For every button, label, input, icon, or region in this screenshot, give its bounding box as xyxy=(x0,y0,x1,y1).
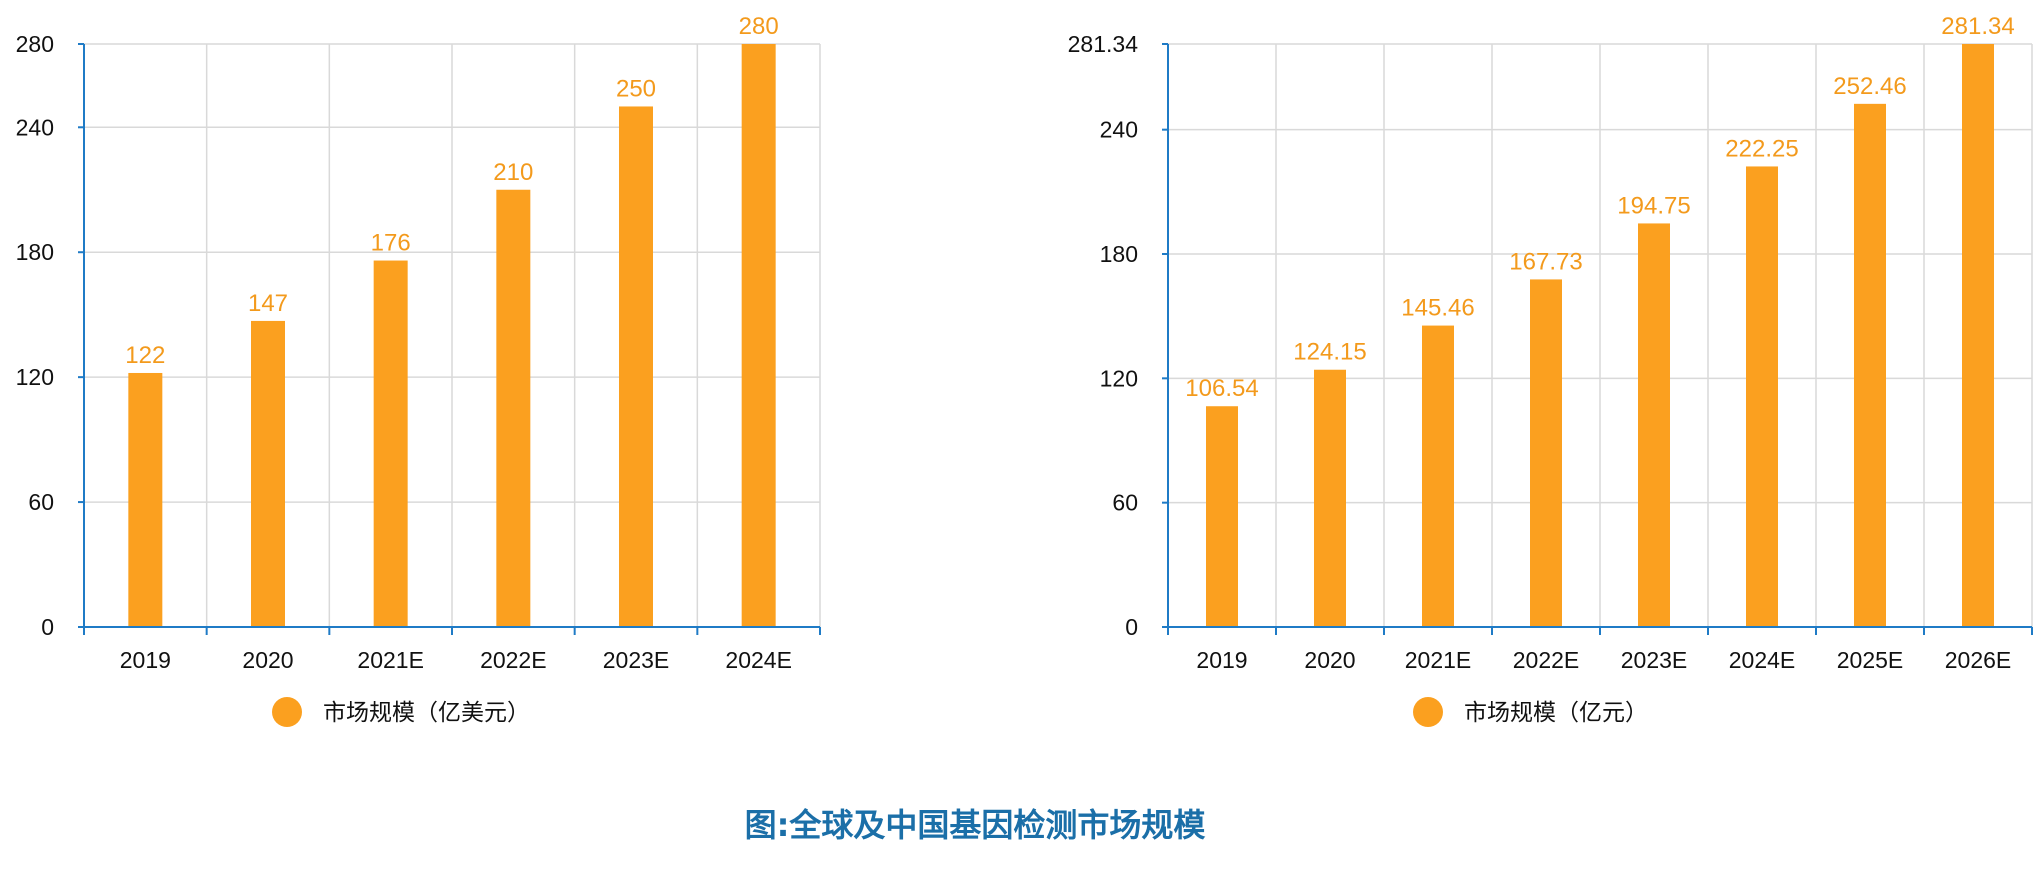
bar xyxy=(1962,44,1994,627)
data-label: 106.54 xyxy=(1185,375,1258,402)
data-label: 210 xyxy=(493,159,533,186)
data-label: 222.25 xyxy=(1725,135,1798,162)
y-tick-label: 280 xyxy=(16,31,54,57)
x-tick-label: 2019 xyxy=(120,647,171,673)
legend-label: 市场规模（亿美元） xyxy=(323,700,530,726)
bar xyxy=(128,372,163,627)
x-tick-label: 2020 xyxy=(1304,647,1355,673)
legend-marker xyxy=(1413,697,1443,727)
x-tick-label: 2022E xyxy=(480,647,547,673)
data-label: 145.46 xyxy=(1401,295,1474,322)
y-tick-label: 60 xyxy=(1112,490,1138,516)
y-tick-label: 180 xyxy=(1100,241,1138,267)
x-tick-label: 2023E xyxy=(1621,647,1688,673)
bar xyxy=(741,44,776,627)
data-label: 280 xyxy=(739,13,779,40)
bar xyxy=(373,260,408,627)
x-tick-label: 2023E xyxy=(603,647,670,673)
x-tick-label: 2026E xyxy=(1945,647,2012,673)
data-label: 122 xyxy=(125,342,165,369)
data-label: 147 xyxy=(248,290,288,317)
bar xyxy=(1206,406,1238,627)
bar xyxy=(1746,166,1778,627)
figure-caption: 图:全球及中国基因检测市场规模 xyxy=(744,806,1206,844)
legend-label: 市场规模（亿元） xyxy=(1464,700,1648,726)
bar xyxy=(496,189,531,627)
data-label: 194.75 xyxy=(1617,192,1690,219)
x-tick-label: 2021E xyxy=(1405,647,1472,673)
x-tick-label: 2021E xyxy=(357,647,424,673)
bar xyxy=(619,106,653,627)
y-tick-label: 0 xyxy=(1125,614,1138,640)
x-tick-label: 2024E xyxy=(725,647,792,673)
bar xyxy=(1422,325,1454,627)
bar xyxy=(1854,103,1886,627)
y-tick-label: 281.34 xyxy=(1068,31,1139,57)
data-label: 252.46 xyxy=(1833,73,1906,100)
y-tick-label: 180 xyxy=(16,239,54,265)
x-tick-label: 2020 xyxy=(242,647,293,673)
data-label: 167.73 xyxy=(1509,248,1582,275)
legend-marker xyxy=(272,697,302,727)
x-tick-label: 2019 xyxy=(1196,647,1247,673)
x-tick-label: 2024E xyxy=(1729,647,1796,673)
y-tick-label: 120 xyxy=(16,364,54,390)
y-tick-label: 120 xyxy=(1100,365,1138,391)
bar xyxy=(1314,369,1346,627)
bar xyxy=(1638,223,1670,628)
y-tick-label: 240 xyxy=(1100,117,1138,143)
data-label: 124.15 xyxy=(1293,339,1366,366)
data-label: 281.34 xyxy=(1941,13,2014,40)
data-label: 250 xyxy=(616,75,656,102)
y-tick-label: 60 xyxy=(28,489,54,515)
y-tick-label: 0 xyxy=(41,614,54,640)
bar xyxy=(251,320,285,627)
y-tick-label: 240 xyxy=(16,114,54,140)
data-label: 176 xyxy=(371,230,411,257)
x-tick-label: 2022E xyxy=(1513,647,1580,673)
x-tick-label: 2025E xyxy=(1837,647,1904,673)
bar xyxy=(1530,279,1562,627)
